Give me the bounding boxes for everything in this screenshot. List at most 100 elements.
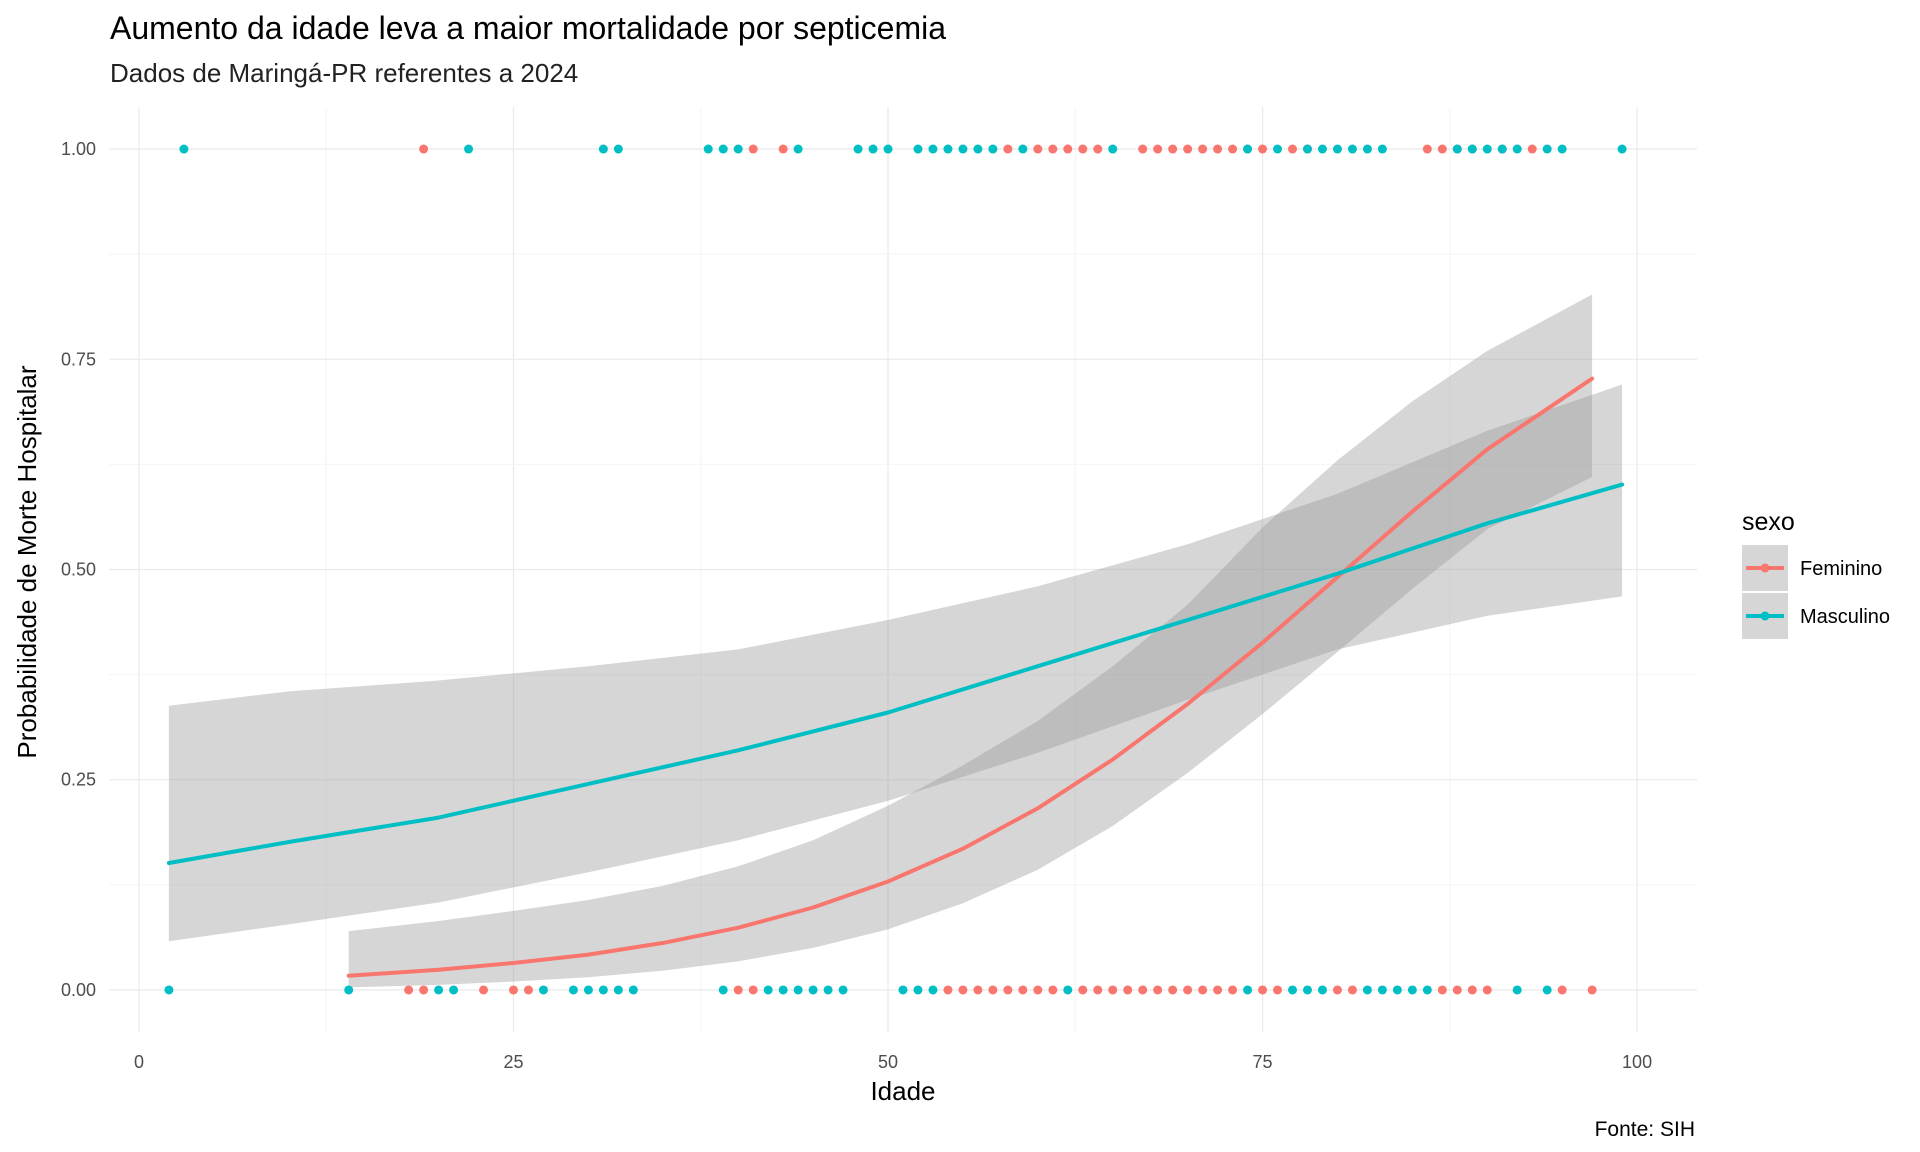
data-point xyxy=(1527,144,1537,154)
x-tick-label: 75 xyxy=(1253,1052,1273,1072)
data-point xyxy=(778,985,788,995)
data-point xyxy=(1512,985,1522,995)
data-point xyxy=(898,985,908,995)
confidence-band-masculino xyxy=(168,384,1623,942)
data-point xyxy=(943,144,953,154)
data-point xyxy=(1018,985,1028,995)
data-point xyxy=(1213,985,1223,995)
data-point xyxy=(1302,144,1312,154)
data-point xyxy=(1033,144,1043,154)
data-point xyxy=(943,985,953,995)
y-tick-label: 0.00 xyxy=(61,980,96,1000)
data-point xyxy=(988,985,998,995)
chart-caption: Fonte: SIH xyxy=(1594,1118,1695,1141)
legend-label: Feminino xyxy=(1800,558,1882,580)
y-tick-labels: 0.00 0.25 0.50 0.75 1.00 xyxy=(61,139,96,1000)
data-point xyxy=(419,985,429,995)
data-point xyxy=(808,985,818,995)
data-point xyxy=(1362,985,1372,995)
legend-key-point xyxy=(1760,611,1770,621)
data-point xyxy=(1437,144,1447,154)
data-point xyxy=(1317,144,1327,154)
data-point xyxy=(434,985,444,995)
data-point xyxy=(1542,144,1552,154)
data-point xyxy=(1377,144,1387,154)
data-point xyxy=(464,144,474,154)
data-point xyxy=(1093,985,1103,995)
data-point xyxy=(1078,144,1088,154)
data-point xyxy=(703,144,713,154)
confidence-bands xyxy=(168,294,1623,988)
data-point xyxy=(1258,985,1268,995)
data-point xyxy=(508,985,518,995)
data-point xyxy=(419,144,429,154)
data-point xyxy=(913,144,923,154)
y-tick-label: 1.00 xyxy=(61,139,96,159)
data-point xyxy=(1228,985,1238,995)
data-point xyxy=(1422,985,1432,995)
data-point xyxy=(1183,985,1193,995)
data-point xyxy=(1048,144,1058,154)
x-tick-label: 0 xyxy=(134,1052,144,1072)
confidence-band-feminino xyxy=(348,294,1593,988)
data-point xyxy=(733,144,743,154)
data-point xyxy=(1138,144,1148,154)
data-point xyxy=(1258,144,1268,154)
data-point xyxy=(1198,144,1208,154)
legend: sexo Feminino Masculino xyxy=(1742,508,1890,639)
data-point xyxy=(1377,985,1387,995)
data-point xyxy=(928,985,938,995)
data-point xyxy=(1347,144,1357,154)
data-point xyxy=(1273,985,1283,995)
data-point xyxy=(1467,144,1477,154)
data-point xyxy=(1288,985,1298,995)
data-point xyxy=(733,985,743,995)
chart-title: Aumento da idade leva a maior mortalidad… xyxy=(110,10,947,46)
data-point xyxy=(164,985,174,995)
data-point xyxy=(868,144,878,154)
data-point xyxy=(1243,985,1253,995)
data-point xyxy=(1407,985,1417,995)
data-point xyxy=(1437,985,1447,995)
data-point xyxy=(479,985,489,995)
fit-line-feminino xyxy=(346,376,1595,978)
data-point xyxy=(748,144,758,154)
legend-title: sexo xyxy=(1742,508,1795,536)
data-point xyxy=(778,144,788,154)
data-point xyxy=(1153,144,1163,154)
y-tick-label: 0.75 xyxy=(61,349,96,369)
data-point xyxy=(1452,985,1462,995)
data-point xyxy=(718,144,728,154)
data-point xyxy=(853,144,863,154)
data-point xyxy=(1243,144,1253,154)
data-point xyxy=(958,985,968,995)
data-point xyxy=(1123,985,1133,995)
data-point xyxy=(1557,985,1567,995)
data-point xyxy=(1003,985,1013,995)
data-point xyxy=(1108,985,1118,995)
data-point xyxy=(1288,144,1298,154)
data-point xyxy=(1018,144,1028,154)
x-tick-labels: 0 25 50 75 100 xyxy=(134,1052,1652,1072)
data-point xyxy=(1542,985,1552,995)
data-point xyxy=(1273,144,1283,154)
data-point xyxy=(913,985,923,995)
fit-line-masculino xyxy=(166,482,1625,865)
data-point xyxy=(598,144,608,154)
data-point xyxy=(1347,985,1357,995)
data-point xyxy=(973,144,983,154)
data-point xyxy=(883,144,893,154)
data-point xyxy=(1587,985,1597,995)
data-point xyxy=(523,985,533,995)
x-axis-title: Idade xyxy=(870,1076,935,1106)
grid-lines xyxy=(109,107,1697,1032)
data-points xyxy=(164,144,1627,995)
data-point xyxy=(793,144,803,154)
data-point xyxy=(1033,985,1043,995)
data-point xyxy=(1557,144,1567,154)
data-point xyxy=(1168,144,1178,154)
data-point xyxy=(1153,985,1163,995)
data-point xyxy=(598,985,608,995)
data-point xyxy=(793,985,803,995)
